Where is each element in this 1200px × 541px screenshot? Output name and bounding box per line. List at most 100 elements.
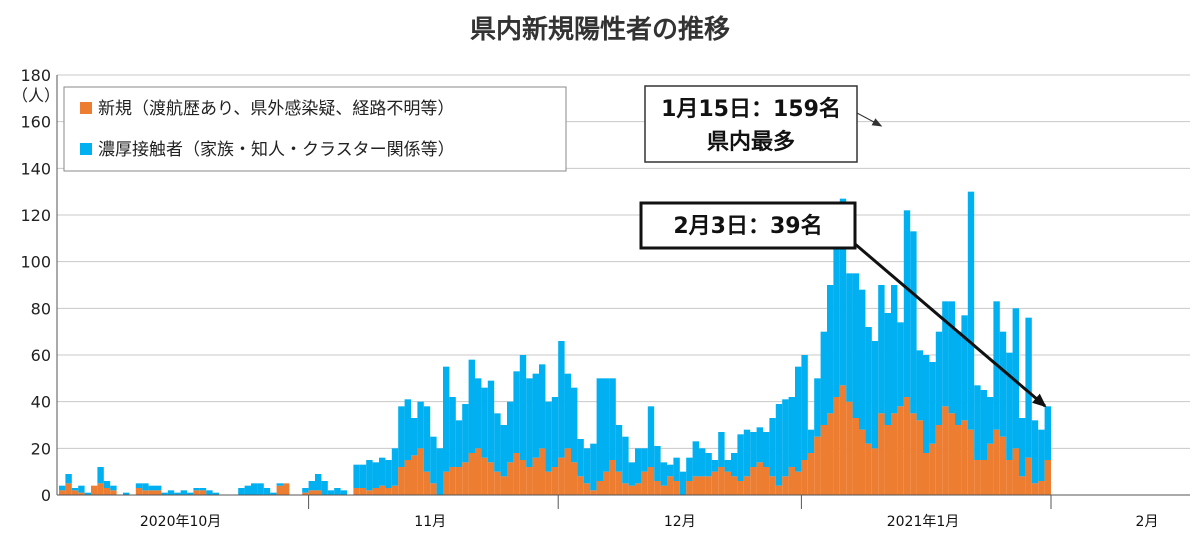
bar-contact [263, 488, 271, 495]
bar-contact [481, 387, 488, 458]
bar-contact [929, 362, 936, 444]
bar-new [859, 429, 866, 495]
bar-contact [846, 273, 853, 402]
bar-contact [385, 460, 392, 488]
bar-contact [180, 490, 187, 495]
bar-contact [251, 483, 258, 495]
bar-new [155, 490, 162, 495]
bar-new [97, 483, 104, 495]
bar-new [519, 460, 527, 495]
bar-new [903, 397, 911, 495]
bar-contact [84, 492, 91, 495]
bar-contact [942, 301, 949, 407]
month-label: 2月 [1136, 514, 1159, 530]
bar-contact [148, 485, 155, 491]
bar-new [961, 420, 968, 495]
bar-new [756, 462, 763, 495]
bar-contact [1012, 308, 1019, 449]
bar-contact [391, 448, 399, 486]
bar-new [897, 406, 904, 495]
bar-contact [507, 401, 514, 463]
bar-contact [308, 481, 315, 491]
bar-contact [142, 483, 149, 491]
month-label: 12月 [664, 514, 696, 530]
bar-new [628, 485, 635, 495]
bar-contact [865, 327, 872, 444]
bar-contact [814, 378, 821, 437]
bar-contact [551, 397, 559, 467]
bar-new [385, 488, 392, 495]
bar-contact [1006, 352, 1013, 460]
bar-new [878, 413, 885, 495]
bar-new [967, 429, 975, 495]
bar-new [699, 476, 706, 495]
bar-new [852, 418, 859, 495]
bar-contact [699, 448, 706, 477]
bar-contact [545, 401, 552, 472]
bar-contact [718, 432, 725, 467]
bar-new [769, 476, 776, 495]
bar-new [545, 471, 552, 495]
legend-label-new: 新規（渡航歴あり、県外感染疑、経路不明等） [98, 99, 454, 119]
annotation-latest-box [639, 201, 857, 250]
bar-contact [743, 429, 751, 477]
bar-contact [321, 481, 328, 495]
bar-new [692, 476, 699, 495]
month-label: 2021年1月 [887, 514, 960, 530]
bar-contact [430, 436, 437, 484]
bar-contact [775, 404, 783, 486]
bar-contact [615, 425, 623, 472]
bar-contact [891, 285, 898, 414]
bar-contact [750, 432, 757, 467]
legend-label-contact: 濃厚接触者（家族・知人・クラスター関係等） [98, 140, 455, 160]
bar-new [532, 457, 539, 495]
bar-new [78, 492, 85, 495]
bar-contact [603, 378, 610, 472]
bar-contact [539, 364, 546, 449]
bar-contact [967, 191, 975, 430]
bar-contact [174, 492, 181, 495]
bar-new [443, 471, 450, 495]
bar-contact [276, 483, 283, 486]
bar-contact [97, 467, 104, 484]
bar-new [500, 476, 507, 495]
y-tick-label: 140 [20, 159, 51, 178]
bar-contact [65, 474, 72, 484]
bar-contact [852, 273, 859, 418]
bar-contact [871, 341, 879, 449]
y-tick-label: 60 [31, 346, 51, 365]
bar-new [148, 490, 155, 495]
y-tick-label: 40 [31, 393, 51, 412]
bar-new [1031, 483, 1039, 495]
bar-new [366, 490, 373, 495]
bar-contact [123, 492, 130, 495]
bar-new [782, 476, 789, 495]
bar-contact [807, 429, 815, 453]
bar-new [507, 462, 514, 495]
bar-new [135, 488, 143, 495]
bar-new [724, 471, 731, 495]
bar-contact [206, 490, 213, 495]
bar-new [455, 467, 463, 495]
legend-swatch-contact [80, 143, 92, 155]
y-tick-label: 80 [31, 299, 51, 318]
bar-new [763, 467, 770, 495]
bar-contact [475, 378, 482, 449]
bar-contact [110, 485, 117, 491]
bar-new [1006, 460, 1013, 495]
bar-contact [513, 371, 520, 453]
y-axis-unit: （人） [12, 86, 60, 105]
bar-new [731, 476, 738, 495]
bar-contact [878, 285, 885, 414]
bar-contact [302, 488, 309, 493]
month-label-layer: 2020年10月 11月 12月 2021年1月 2月 [140, 514, 1159, 530]
y-tick-layer: 0 20 40 60 80 100 120 140 160 180 [20, 66, 51, 505]
bar-contact [167, 490, 175, 495]
bar-new [737, 481, 744, 495]
bar-new [622, 483, 629, 495]
bar-new [308, 490, 315, 495]
bar-new [750, 467, 757, 495]
bar-contact [1031, 420, 1039, 484]
